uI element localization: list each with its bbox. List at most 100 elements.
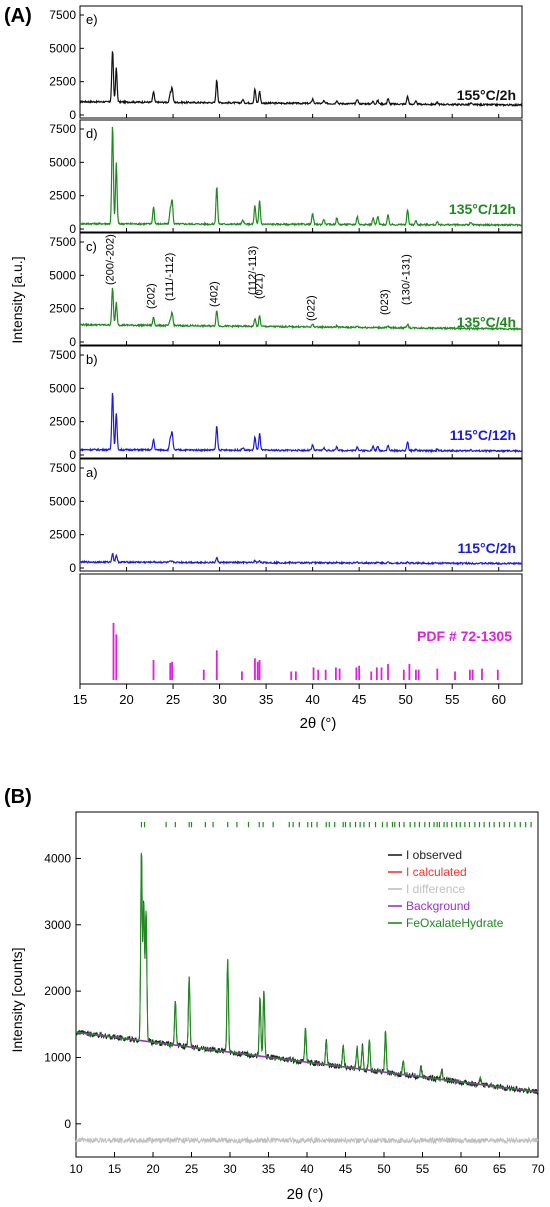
panel-b-xlabel: 2θ (°) (287, 1186, 324, 1203)
subplot-4: 0 2500 5000 7500 b) 115°C/12h (49, 345, 523, 462)
y-tick-label: 5000 (49, 381, 76, 395)
y-tick-label: 3000 (44, 918, 71, 932)
pattern-line-135°C/4h (79, 287, 522, 332)
y-tick-label: 5000 (49, 494, 76, 508)
x-tick-label: 20 (146, 1162, 160, 1176)
hkl-label: (112/-113) (247, 246, 259, 295)
hkl-label: (130/-131) (400, 254, 412, 305)
subplot-frame (79, 345, 523, 459)
x-tick-label: 45 (352, 692, 366, 707)
hkl-labels: (200/-202) (202) (111/-112) (402) (112/-113)… (104, 234, 412, 321)
condition-label: 115°C/12h (450, 427, 516, 443)
x-tick-label: 30 (223, 1162, 237, 1176)
legend-label: FeOxalateHydrate (406, 916, 504, 930)
y-tick-label: 0 (69, 335, 76, 349)
y-tick-label: 0 (69, 222, 76, 236)
condition-label: 135°C/4h (457, 314, 516, 330)
legend: I observed I calculated I difference Backgr… (388, 848, 504, 930)
y-tick-label: 2500 (49, 75, 76, 89)
x-tick-label: 30 (212, 692, 226, 707)
y-tick-label: 7500 (49, 348, 76, 362)
hkl-label: (202) (145, 283, 157, 309)
y-tick-label: 5000 (49, 268, 76, 282)
x-tick-label: 55 (445, 692, 459, 707)
subplot-frame (79, 458, 523, 572)
x-tick-label: 40 (300, 1162, 314, 1176)
y-tick-label: 7500 (49, 122, 76, 136)
subplot-letter: c) (86, 239, 97, 254)
x-tick-label: 35 (259, 692, 273, 707)
x-tick-label: 15 (108, 1162, 122, 1176)
x-tick-label: 25 (185, 1162, 199, 1176)
y-tick-label: 2500 (49, 302, 76, 316)
x-tick-label: 35 (262, 1162, 276, 1176)
panel-a-label: (A) (4, 5, 32, 27)
y-tick-label: 0 (69, 448, 76, 462)
condition-label: 115°C/2h (457, 540, 516, 556)
legend-label: Background (406, 899, 470, 913)
subplot-frame (79, 119, 523, 233)
y-tick-label: 2500 (49, 189, 76, 203)
x-tick-label: 40 (305, 692, 319, 707)
hkl-label: (200/-202) (104, 234, 116, 285)
x-tick-label: 45 (339, 1162, 353, 1176)
y-tick-label: 7500 (49, 461, 76, 475)
y-tick-label: 2500 (49, 415, 76, 429)
y-tick-label: 7500 (49, 8, 76, 22)
panel-a-subplots: 0 2500 5000 7500 e) 155°C/2h 0 2500 5000 7500 d) 13… (49, 5, 523, 575)
panel-b-plot: 0 1000 2000 3000 4000 10 15 20 25 30 35 40 45 50 55 60 6… (44, 811, 545, 1176)
x-tick-label: 65 (493, 1162, 507, 1176)
x-tick-label: 55 (416, 1162, 430, 1176)
legend-label: I difference (406, 882, 465, 896)
y-tick-label: 0 (69, 108, 76, 122)
x-tick-label: 60 (454, 1162, 468, 1176)
x-tick-label: 60 (492, 692, 506, 707)
hkl-label: (402) (209, 281, 221, 307)
subplot-letter: b) (86, 352, 98, 367)
pattern-line-135°C/12h (79, 126, 523, 228)
y-tick-label: 1000 (44, 1050, 71, 1064)
subplot-5: 0 2500 5000 7500 a) 115°C/2h (49, 458, 523, 575)
subplot-2: 0 2500 5000 7500 d) 135°C/12h (49, 119, 523, 236)
subplot-letter: d) (86, 126, 98, 141)
subplot-letter: a) (86, 465, 98, 480)
x-tick-label: 50 (398, 692, 412, 707)
x-tick-label: 50 (377, 1162, 391, 1176)
condition-label: 135°C/12h (449, 201, 516, 217)
x-tick-label: 20 (119, 692, 133, 707)
subplot-frame (79, 5, 523, 119)
hkl-label: (111/-112) (164, 253, 176, 301)
panel-a-ylabel: Intensity [a.u.] (9, 256, 25, 343)
panel-a-reference-box: PDF # 72-1305 (79, 573, 523, 685)
subplot-1: 0 2500 5000 7500 e) 155°C/2h (49, 5, 523, 122)
x-tick-label: 15 (73, 692, 87, 707)
subplot-frame (79, 232, 523, 346)
x-tick-label: 10 (69, 1162, 83, 1176)
pattern-line-115°C/12h (79, 392, 523, 454)
pdf-label: PDF # 72-1305 (417, 628, 512, 644)
difference-line (75, 1136, 539, 1145)
plot-frame (75, 811, 539, 1158)
y-tick-label: 0 (69, 561, 76, 575)
phase-line (76, 852, 539, 1093)
y-tick-label: 2000 (44, 984, 71, 998)
legend-label: I calculated (406, 865, 467, 879)
legend-label: I observed (406, 848, 462, 862)
subplot-3: 0 2500 5000 7500 c) 135°C/4h (49, 232, 523, 349)
y-tick-label: 7500 (49, 235, 76, 249)
panel-b-label: (B) (4, 786, 32, 808)
y-tick-label: 5000 (49, 41, 76, 55)
y-tick-label: 4000 (44, 851, 71, 865)
pattern-line-115°C/2h (79, 552, 523, 566)
condition-label: 155°C/2h (457, 87, 516, 103)
panel-a-xlabel: 2θ (°) (300, 715, 337, 732)
subplot-letter: e) (86, 12, 98, 27)
y-tick-label: 2500 (49, 528, 76, 542)
panel-b-ylabel: Intensity [counts] (9, 947, 25, 1052)
y-tick-label: 5000 (49, 155, 76, 169)
hkl-label: (022) (305, 295, 317, 321)
hkl-label: (023) (379, 289, 391, 315)
reference-frame (79, 573, 523, 685)
x-tick-label: 70 (531, 1162, 545, 1176)
